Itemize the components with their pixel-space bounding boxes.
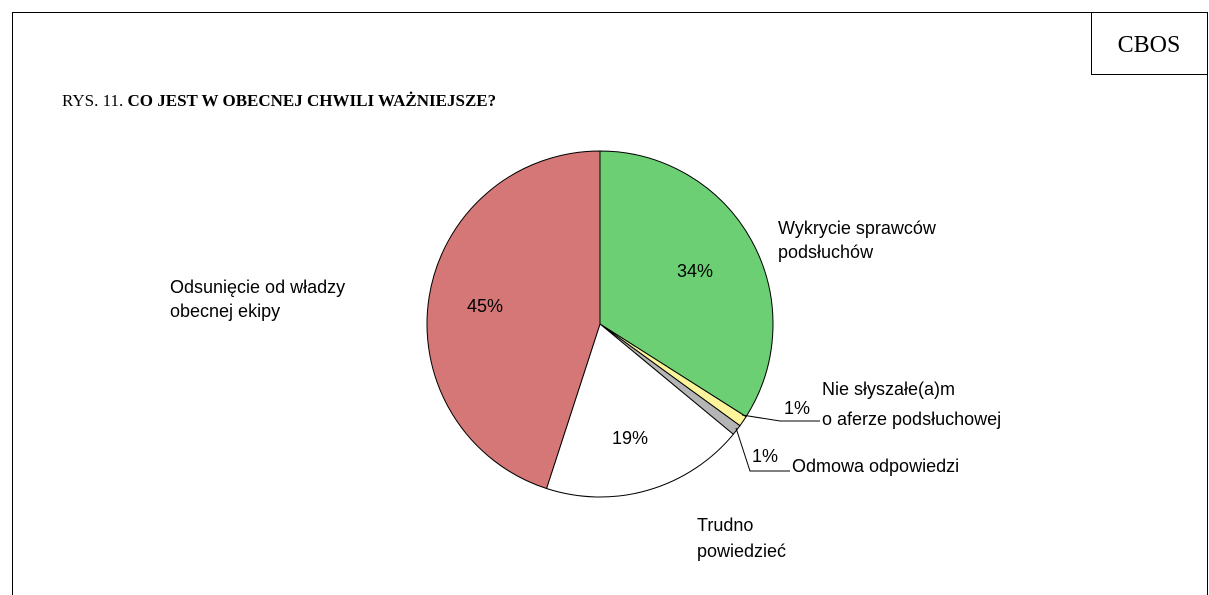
category-label: Odmowa odpowiedzi <box>792 456 959 476</box>
category-label: Nie słyszałe(a)m <box>822 379 955 399</box>
pie-slice <box>545 323 735 498</box>
category-label: Odsunięcie od władzy <box>170 277 345 297</box>
figure-label: RYS. 11. <box>62 91 123 110</box>
category-label: obecnej ekipy <box>170 301 280 321</box>
category-label: Trudno <box>697 515 753 535</box>
source: CBOS <box>1118 32 1181 58</box>
category-label: o aferze podsłuchowej <box>822 409 1001 429</box>
title: RYS. 11. CO JEST W OBECNEJ CHWILI WAŻNIE… <box>62 91 496 110</box>
value-label: 19% <box>612 428 648 448</box>
category-label: powiedzieć <box>697 541 786 561</box>
frame <box>12 12 1208 595</box>
category-label: Wykrycie sprawców <box>778 218 937 238</box>
leader-line <box>735 427 790 472</box>
value-label: 1% <box>752 446 778 466</box>
leader-line <box>741 414 820 422</box>
value-label: 45% <box>467 296 503 316</box>
pie-slice <box>599 150 774 418</box>
source-box <box>1091 12 1208 75</box>
value-label: 1% <box>784 398 810 418</box>
category-label: podsłuchów <box>778 242 874 262</box>
value-label: 34% <box>677 261 713 281</box>
pie-slice <box>426 150 601 490</box>
chart-title: CO JEST W OBECNEJ CHWILI WAŻNIEJSZE? <box>128 91 497 110</box>
